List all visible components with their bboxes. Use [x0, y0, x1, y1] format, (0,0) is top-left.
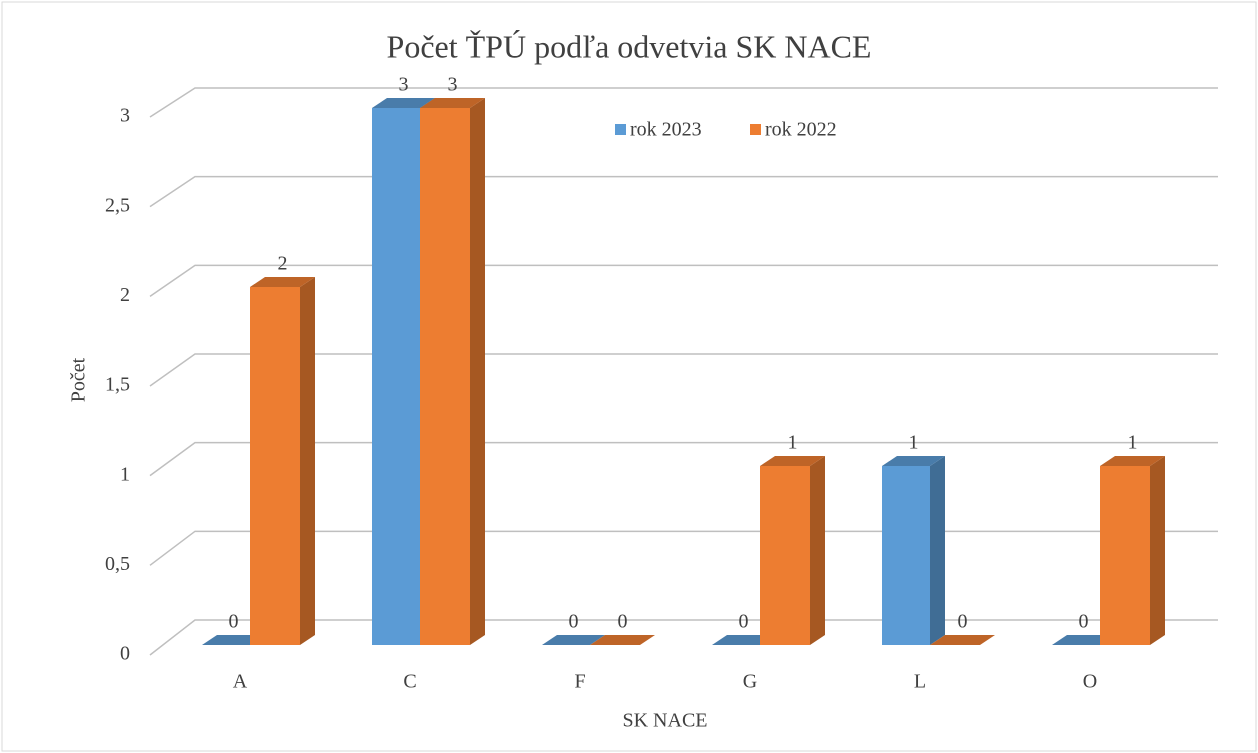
bar-top [882, 456, 945, 466]
bar [202, 635, 265, 645]
x-tick-label: A [233, 671, 248, 693]
bar-top [760, 456, 825, 466]
y-tick-label: 1,5 [105, 374, 130, 396]
value-label: 1 [788, 432, 798, 454]
bar-top [590, 635, 655, 645]
y-axis-label: Počet [68, 357, 90, 402]
grid-line [149, 87, 1218, 118]
bar [542, 635, 605, 645]
value-label: 0 [569, 611, 579, 633]
bar-side [470, 98, 485, 645]
value-label: 0 [618, 611, 628, 633]
bar-side [1150, 456, 1165, 645]
legend-label: rok 2023 [630, 119, 702, 141]
x-tick-label: G [743, 671, 757, 693]
y-tick-label: 2 [120, 284, 130, 306]
bar-top [1100, 456, 1165, 466]
bar [1100, 456, 1165, 645]
legend-label: rok 2022 [765, 119, 837, 141]
grid-line [149, 619, 1218, 656]
value-label: 3 [448, 74, 458, 96]
bar-top [372, 98, 435, 108]
bar [1052, 635, 1115, 645]
value-label: 0 [1079, 611, 1089, 633]
bar [882, 456, 945, 645]
y-tick-label: 0 [120, 643, 130, 665]
bar [590, 635, 655, 645]
bar-top [420, 98, 485, 108]
bar-top [930, 635, 995, 645]
x-tick-label: L [914, 671, 926, 693]
grid-line [149, 353, 1218, 387]
grid-line [149, 530, 1218, 566]
grid-line [149, 175, 1218, 208]
bar-top [250, 277, 315, 287]
bar [712, 635, 775, 645]
bar-top [712, 635, 775, 645]
value-label: 1 [909, 432, 919, 454]
x-tick-label: O [1083, 671, 1097, 693]
legend-swatch [750, 124, 761, 135]
bar-side [300, 277, 315, 645]
bar-top [1052, 635, 1115, 645]
value-label: 0 [958, 611, 968, 633]
value-label: 0 [739, 611, 749, 633]
value-label: 2 [278, 253, 288, 275]
x-tick-label: C [403, 671, 416, 693]
value-label: 3 [399, 74, 409, 96]
y-tick-label: 2,5 [105, 194, 130, 216]
bar-side [810, 456, 825, 645]
value-label: 1 [1128, 432, 1138, 454]
bar-front [372, 108, 420, 645]
bar [760, 456, 825, 645]
bar-front [250, 287, 300, 645]
bar-side [930, 456, 945, 645]
value-label: 0 [229, 611, 239, 633]
bar-front [1100, 466, 1150, 645]
y-tick-label: 0,5 [105, 553, 130, 575]
bar [250, 277, 315, 645]
bar-front [760, 466, 810, 645]
legend-swatch [615, 124, 626, 135]
bar [420, 98, 485, 645]
y-tick-label: 1 [120, 463, 130, 485]
x-axis-label: SK NACE [622, 710, 707, 732]
bar-front [882, 466, 930, 645]
y-tick-label: 3 [120, 105, 130, 127]
bar-top [202, 635, 265, 645]
x-tick-label: F [574, 671, 585, 693]
grid-line [149, 441, 1218, 477]
bar [930, 635, 995, 645]
bar-top [542, 635, 605, 645]
chart-title: Počet ŤPÚ podľa odvetvia SK NACE [387, 28, 872, 64]
bar-front [420, 108, 470, 645]
grid-line [149, 264, 1218, 297]
